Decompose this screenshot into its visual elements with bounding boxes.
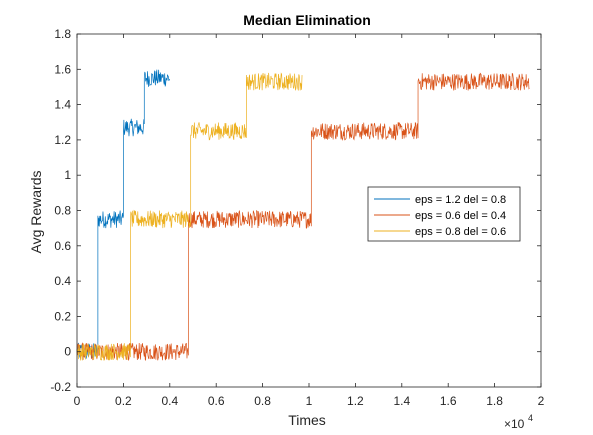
x-tick-label: 0 (74, 394, 81, 408)
y-axis-ticks: -0.2 0 0.2 0.4 0.6 0.8 1 1.2 1.4 1.6 1.8 (50, 27, 541, 394)
x-tick-label: 1.6 (440, 394, 457, 408)
x-tick-label: 0.6 (208, 394, 225, 408)
y-tick-label: -0.2 (50, 380, 71, 394)
y-tick-label: 0.6 (54, 239, 71, 253)
y-tick-label: 1.4 (54, 98, 71, 112)
y-tick-label: 1.2 (54, 133, 71, 147)
y-tick-label: 1.6 (54, 62, 71, 76)
legend-label-1: eps = 1.2 del = 0.8 (415, 194, 506, 206)
y-tick-label: 1 (64, 168, 71, 182)
chart-title: Median Elimination (243, 12, 371, 28)
x-tick-label: 0.2 (115, 394, 132, 408)
x-tick-label: 0.8 (254, 394, 271, 408)
x-tick-label: 1.4 (393, 394, 410, 408)
x-exponent-base: ×10 (504, 417, 525, 431)
legend: eps = 1.2 del = 0.8 eps = 0.6 del = 0.4 ep… (367, 186, 521, 242)
x-tick-label: 2 (538, 394, 545, 408)
x-exponent-power: 4 (528, 413, 533, 423)
y-tick-label: 1.8 (54, 27, 71, 41)
x-tick-label: 1 (306, 394, 313, 408)
x-axis-exponent: ×10 4 (504, 413, 533, 431)
y-tick-label: 0.8 (54, 204, 71, 218)
x-tick-label: 0.4 (161, 394, 178, 408)
y-tick-label: 0 (64, 345, 71, 359)
y-tick-label: 0.2 (54, 309, 71, 323)
legend-label-2: eps = 0.6 del = 0.4 (415, 210, 506, 222)
legend-label-3: eps = 0.8 del = 0.6 (415, 226, 506, 238)
series-layer (76, 69, 530, 361)
x-tick-label: 1.2 (347, 394, 364, 408)
y-tick-label: 0.4 (54, 274, 71, 288)
series-line-3 (76, 72, 303, 361)
series-line-2 (76, 72, 530, 361)
legend-entries: eps = 1.2 del = 0.8 eps = 0.6 del = 0.4 ep… (374, 194, 506, 238)
legend-box (367, 186, 521, 242)
x-axis-ticks: 0 0.2 0.4 0.6 0.8 1 1.2 1.4 1.6 1.8 2 (74, 34, 545, 408)
y-axis-label: Avg Rewards (28, 170, 44, 253)
x-tick-label: 1.8 (486, 394, 503, 408)
x-axis-label: Times (288, 412, 326, 428)
